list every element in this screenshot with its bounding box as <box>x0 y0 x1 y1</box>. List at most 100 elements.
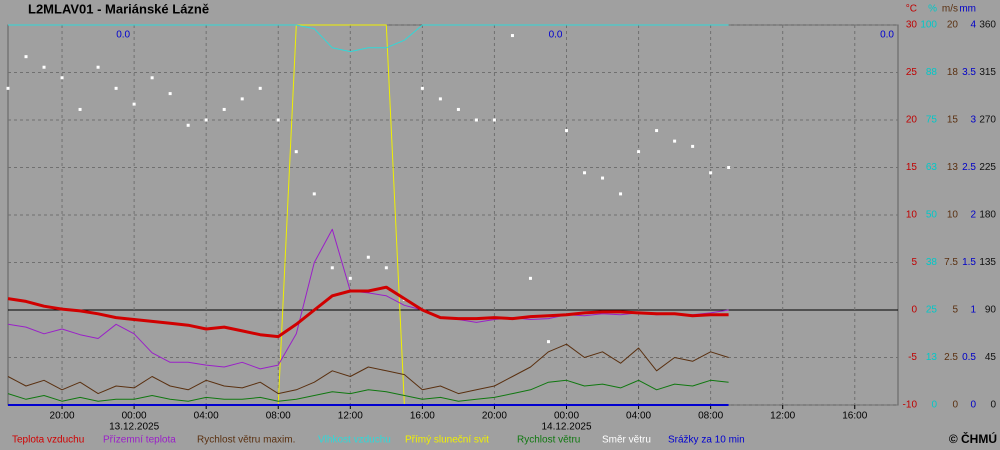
date-label: 14.12.2025 <box>541 422 591 433</box>
wind-direction-dot <box>42 65 46 69</box>
wind-direction-dot <box>709 171 713 175</box>
wind-direction-dot <box>330 266 334 270</box>
y-tick-label: 5 <box>911 257 917 268</box>
y-tick-label: 18 <box>947 67 959 78</box>
y-tick-label: 4 <box>970 20 976 31</box>
y-tick-label: 10 <box>906 210 918 221</box>
axis-unit: mm <box>959 4 976 15</box>
wind-direction-dot <box>691 144 695 148</box>
y-tick-label: 315 <box>979 67 996 78</box>
wind-direction-dot <box>384 266 388 270</box>
wind-direction-dot <box>276 118 280 122</box>
y-tick-label: 13 <box>926 352 938 363</box>
precip-total: 0.0 <box>549 30 563 41</box>
y-tick-label: 75 <box>926 115 938 126</box>
date-label: 13.12.2025 <box>109 422 159 433</box>
y-tick-label: 1.5 <box>962 257 976 268</box>
legend-entry: Směr větru <box>602 435 651 446</box>
wind-direction-dot <box>366 255 370 259</box>
series-line <box>7 285 729 339</box>
y-tick-label: 1 <box>970 305 976 316</box>
y-tick-label: 20 <box>906 115 918 126</box>
y-tick-label: 50 <box>926 210 938 221</box>
y-tick-label: 20 <box>947 20 959 31</box>
series-line <box>7 228 729 370</box>
wind-direction-dot <box>258 86 262 90</box>
x-tick-label: 12:00 <box>770 411 795 422</box>
y-tick-label: 38 <box>926 257 938 268</box>
precip-total: 0.0 <box>880 30 894 41</box>
axis-unit: m/s <box>942 4 958 15</box>
wind-direction-dot <box>601 176 605 180</box>
wind-direction-dot <box>492 118 496 122</box>
wind-direction-dot <box>619 192 623 196</box>
wind-direction-dot <box>420 86 424 90</box>
wind-direction-dot <box>114 86 118 90</box>
wind-direction-dot <box>186 123 190 127</box>
y-tick-label: 45 <box>985 352 997 363</box>
wind-direction-dot <box>6 86 10 90</box>
y-tick-label: 0 <box>990 400 996 411</box>
x-tick-label: 00:00 <box>122 411 147 422</box>
wind-direction-dot <box>78 107 82 111</box>
legend-entry: Rychlost větru <box>517 435 580 446</box>
y-tick-label: 360 <box>979 20 996 31</box>
wind-direction-dot <box>474 118 478 122</box>
y-tick-label: 100 <box>920 20 937 31</box>
wind-direction-dot <box>655 129 659 133</box>
y-tick-label: 3.5 <box>962 67 976 78</box>
y-tick-label: 0.5 <box>962 352 976 363</box>
y-tick-label: 63 <box>926 162 938 173</box>
y-tick-label: 2.5 <box>944 352 958 363</box>
y-tick-label: 7.5 <box>944 257 958 268</box>
chart-title: L2MLAV01 - Mariánské Lázně <box>28 1 209 16</box>
wind-direction-dot <box>510 34 514 38</box>
y-tick-label: 135 <box>979 257 996 268</box>
y-tick-label: 0 <box>970 400 976 411</box>
wind-direction-dot <box>673 139 677 143</box>
wind-direction-dot <box>546 340 550 344</box>
y-tick-label: 5 <box>952 305 958 316</box>
y-tick-label: 15 <box>906 162 918 173</box>
wind-direction-dot <box>222 107 226 111</box>
wind-direction-dot <box>168 92 172 96</box>
wind-direction-dot <box>583 171 587 175</box>
wind-direction-dot <box>204 118 208 122</box>
y-tick-label: 2.5 <box>962 162 976 173</box>
x-tick-label: 08:00 <box>266 411 291 422</box>
y-tick-label: 0 <box>911 305 917 316</box>
x-tick-label: 08:00 <box>698 411 723 422</box>
precip-total: 0.0 <box>116 30 130 41</box>
x-tick-label: 16:00 <box>842 411 867 422</box>
wind-direction-dot <box>132 102 136 106</box>
wind-direction-dot <box>727 166 731 169</box>
y-tick-label: 30 <box>906 20 918 31</box>
legend-entry: Srážky za 10 min <box>668 435 745 446</box>
series-line <box>7 343 729 395</box>
legend-entry: Přízemní teplota <box>103 435 176 446</box>
x-tick-label: 00:00 <box>554 411 579 422</box>
wind-direction-dot <box>637 150 641 154</box>
wind-direction-dot <box>96 65 100 69</box>
wind-direction-dot <box>348 276 352 280</box>
x-tick-label: 12:00 <box>338 411 363 422</box>
y-tick-label: 88 <box>926 67 938 78</box>
copyright: © ČHMÚ <box>949 431 997 446</box>
series-line <box>8 24 729 53</box>
y-tick-label: 225 <box>979 162 996 173</box>
y-tick-label: 90 <box>985 305 997 316</box>
legend-entry: Přímý sluneční svit <box>405 435 489 446</box>
x-tick-label: 20:00 <box>50 411 75 422</box>
y-tick-label: 2 <box>970 210 976 221</box>
wind-direction-dot <box>60 76 64 80</box>
axis-unit: °C <box>906 4 917 15</box>
legend-entry: Teplota vzduchu <box>12 435 84 446</box>
y-tick-label: 10 <box>947 210 959 221</box>
wind-direction-dot <box>150 76 154 80</box>
series-line <box>7 379 729 402</box>
y-tick-label: 15 <box>947 115 959 126</box>
y-tick-label: -10 <box>903 400 918 411</box>
wind-direction-dot <box>240 97 244 101</box>
x-tick-label: 04:00 <box>194 411 219 422</box>
x-tick-label: 04:00 <box>626 411 651 422</box>
